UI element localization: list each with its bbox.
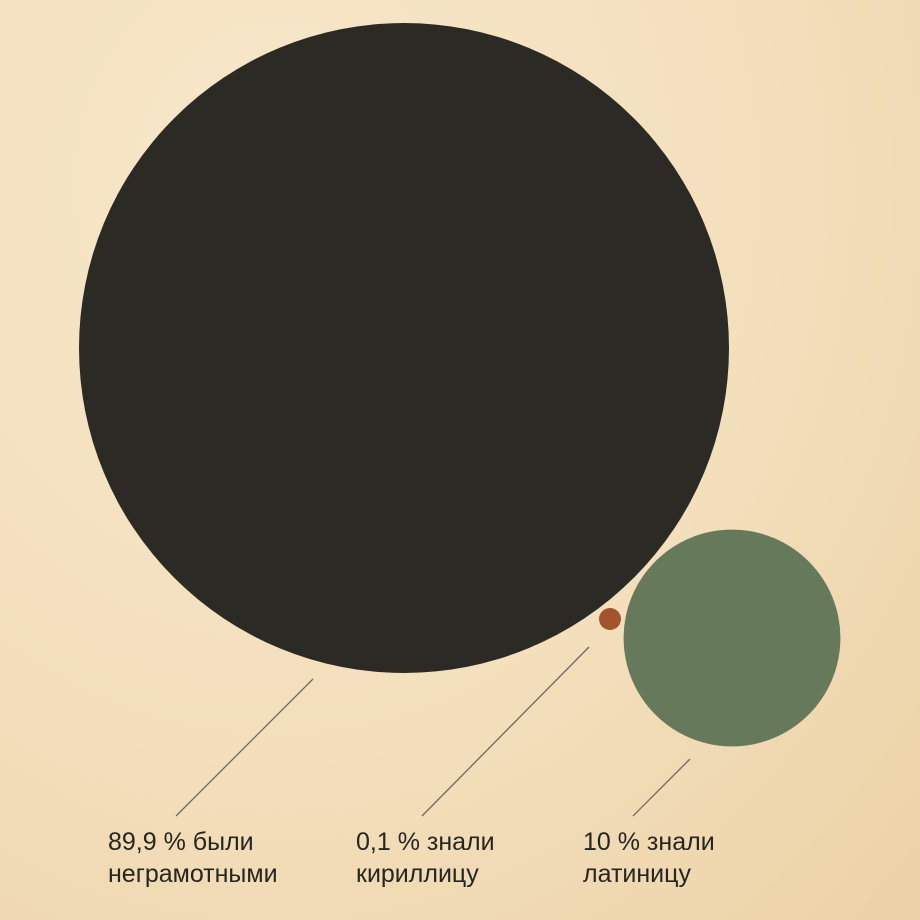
- label-latin-line2: латиницу: [583, 860, 691, 888]
- bubble-cyrillic: [599, 608, 621, 630]
- label-cyrillic-line2: кириллицу: [356, 860, 479, 888]
- bubbles-group: [79, 23, 841, 747]
- bubble-latin: [623, 529, 841, 747]
- leader-line-latin: [632, 758, 691, 817]
- label-illiterate-line1: 89,9 % были: [108, 828, 254, 856]
- label-illiterate: 89,9 % были неграмотными: [108, 826, 278, 890]
- label-illiterate-line2: неграмотными: [108, 860, 278, 888]
- leader-lines-group: [175, 646, 691, 817]
- label-cyrillic-line1: 0,1 % знали: [356, 828, 495, 856]
- label-latin: 10 % знали латиницу: [583, 826, 715, 890]
- leader-line-cyrillic: [421, 646, 590, 817]
- label-cyrillic: 0,1 % знали кириллицу: [356, 826, 495, 890]
- label-latin-line1: 10 % знали: [583, 828, 715, 856]
- leader-line-illiterate: [175, 678, 314, 817]
- bubble-illiterate: [79, 23, 729, 673]
